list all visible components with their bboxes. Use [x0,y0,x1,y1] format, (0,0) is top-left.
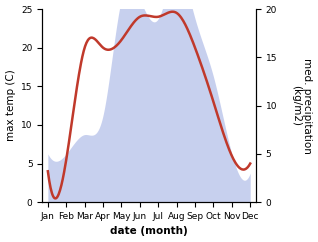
Y-axis label: med. precipitation
(kg/m2): med. precipitation (kg/m2) [291,58,313,153]
X-axis label: date (month): date (month) [110,227,188,236]
Y-axis label: max temp (C): max temp (C) [5,70,16,142]
